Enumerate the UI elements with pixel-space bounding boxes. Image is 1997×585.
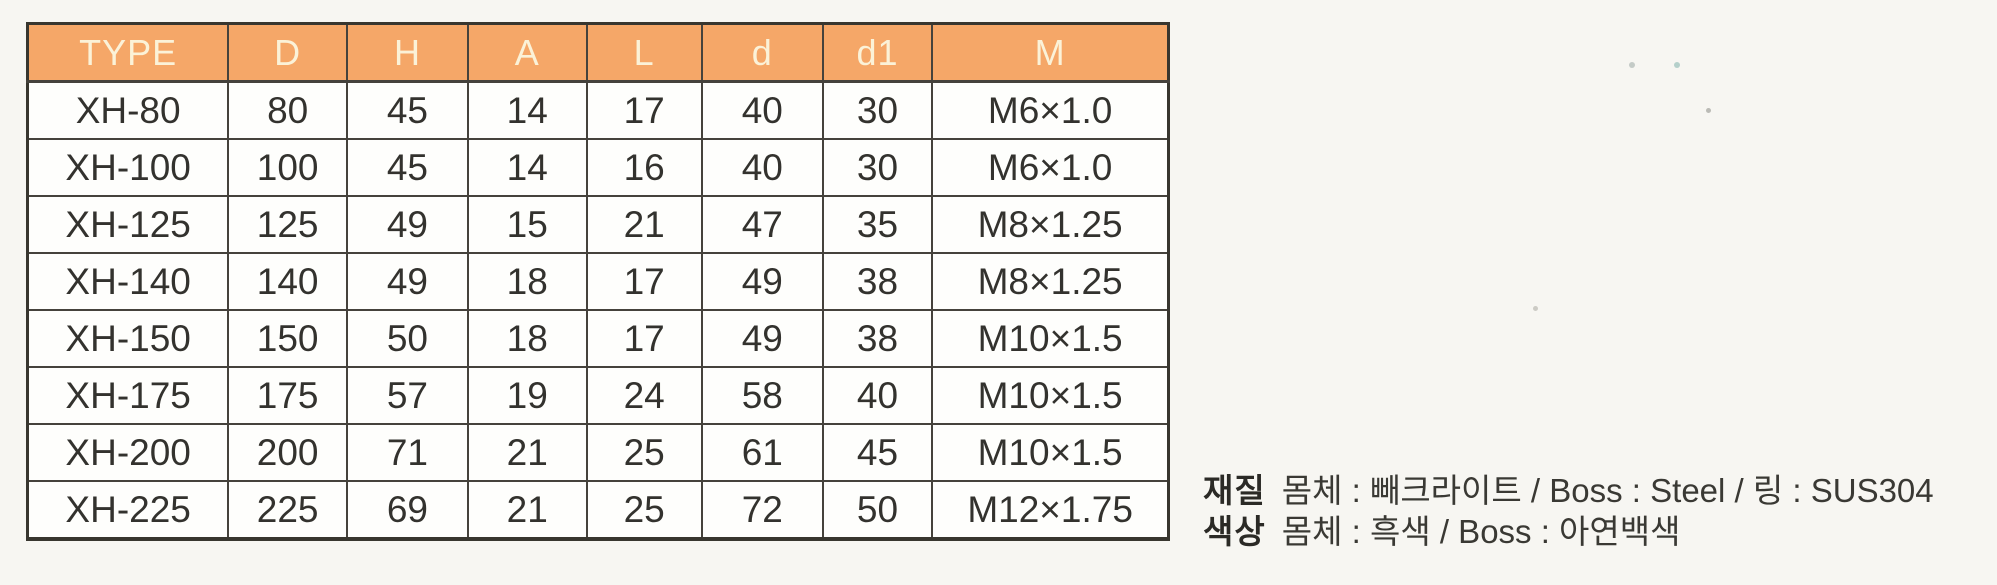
spec-cell: 50	[821, 480, 934, 540]
spec-cell: 21	[466, 423, 588, 482]
column-header-d1: d1	[821, 22, 934, 83]
table-row: XH-140 140 49 18 17 49 38 M8×1.25	[26, 252, 1170, 311]
spec-cell: 80	[227, 80, 348, 140]
column-header-m: M	[931, 22, 1170, 83]
spec-cell: 45	[345, 138, 469, 197]
spec-cell: 140	[227, 252, 348, 311]
spec-cell: 150	[227, 309, 348, 368]
spec-cell: 69	[345, 480, 469, 540]
color-note-label: 색상	[1203, 513, 1266, 550]
column-header-type: TYPE	[26, 22, 230, 83]
spec-cell: M6×1.0	[931, 80, 1170, 140]
scan-speck	[1629, 62, 1635, 68]
spec-cell: 21	[585, 195, 703, 254]
spec-cell: 15	[466, 195, 588, 254]
spec-cell: 40	[700, 80, 824, 140]
material-note-row: 재질 몸체 : 빼크라이트 / Boss : Steel / 링 : SUS30…	[1203, 470, 1934, 511]
spec-cell: 45	[345, 80, 469, 140]
spec-table-body: XH-80 80 45 14 17 40 30 M6×1.0 XH-100 100 45 14 16 40…	[26, 80, 1170, 540]
column-header-l: L	[585, 22, 703, 83]
spec-cell: XH-200	[26, 423, 230, 482]
color-note-text: 몸체 : 흑색 / Boss : 아연백색	[1281, 513, 1681, 550]
notes: 재질 몸체 : 빼크라이트 / Boss : Steel / 링 : SUS30…	[1203, 470, 1934, 552]
spec-cell: XH-150	[26, 309, 230, 368]
spec-cell: XH-140	[26, 252, 230, 311]
table-row: XH-175 175 57 19 24 58 40 M10×1.5	[26, 366, 1170, 425]
table-row: XH-80 80 45 14 17 40 30 M6×1.0	[26, 80, 1170, 140]
table-row: XH-125 125 49 15 21 47 35 M8×1.25	[26, 195, 1170, 254]
spec-cell: XH-100	[26, 138, 230, 197]
material-note-text: 몸체 : 빼크라이트 / Boss : Steel / 링 : SUS304	[1281, 472, 1934, 509]
color-note-row: 색상 몸체 : 흑색 / Boss : 아연백색	[1203, 511, 1934, 552]
table-row: XH-225 225 69 21 25 72 50 M12×1.75	[26, 480, 1170, 540]
spec-cell: 49	[700, 309, 824, 368]
spec-cell: 40	[700, 138, 824, 197]
spec-cell: 30	[821, 138, 934, 197]
column-header-a: A	[466, 22, 588, 83]
spec-cell: 72	[700, 480, 824, 540]
spec-cell: M8×1.25	[931, 252, 1170, 311]
spec-cell: 49	[345, 252, 469, 311]
spec-cell: 225	[227, 480, 348, 540]
spec-cell: 38	[821, 309, 934, 368]
spec-cell: 19	[466, 366, 588, 425]
spec-cell: XH-80	[26, 80, 230, 140]
spec-cell: XH-125	[26, 195, 230, 254]
column-header-d: d	[700, 22, 824, 83]
spec-cell: M10×1.5	[931, 309, 1170, 368]
spec-cell: XH-175	[26, 366, 230, 425]
spec-cell: 45	[821, 423, 934, 482]
spec-cell: M10×1.5	[931, 366, 1170, 425]
spec-cell: 71	[345, 423, 469, 482]
spec-cell: M8×1.25	[931, 195, 1170, 254]
column-header-d: D	[227, 22, 348, 83]
spec-cell: 17	[585, 80, 703, 140]
spec-cell: 21	[466, 480, 588, 540]
spec-cell: 47	[700, 195, 824, 254]
spec-cell: 30	[821, 80, 934, 140]
spec-cell: 17	[585, 252, 703, 311]
spec-cell: 49	[345, 195, 469, 254]
spec-cell: M6×1.0	[931, 138, 1170, 197]
table-row: XH-100 100 45 14 16 40 30 M6×1.0	[26, 138, 1170, 197]
spec-cell: 17	[585, 309, 703, 368]
spec-cell: M12×1.75	[931, 480, 1170, 540]
scan-speck	[1674, 62, 1680, 68]
spec-cell: 125	[227, 195, 348, 254]
spec-cell: 175	[227, 366, 348, 425]
spec-cell: 25	[585, 423, 703, 482]
spec-cell: 40	[821, 366, 934, 425]
material-note-label: 재질	[1203, 472, 1266, 509]
spec-cell: 57	[345, 366, 469, 425]
spec-cell: 61	[700, 423, 824, 482]
spec-cell: M10×1.5	[931, 423, 1170, 482]
scan-speck	[1706, 108, 1711, 113]
spec-cell: 25	[585, 480, 703, 540]
column-header-h: H	[345, 22, 469, 83]
spec-cell: 24	[585, 366, 703, 425]
spec-cell: 35	[821, 195, 934, 254]
spec-cell: 16	[585, 138, 703, 197]
spec-cell: 14	[466, 138, 588, 197]
spec-cell: 50	[345, 309, 469, 368]
spec-cell: 14	[466, 80, 588, 140]
spec-cell: XH-225	[26, 480, 230, 540]
table-row: XH-200 200 71 21 25 61 45 M10×1.5	[26, 423, 1170, 482]
spec-cell: 58	[700, 366, 824, 425]
spec-cell: 18	[466, 252, 588, 311]
table-row: XH-150 150 50 18 17 49 38 M10×1.5	[26, 309, 1170, 368]
spec-cell: 100	[227, 138, 348, 197]
spec-cell: 18	[466, 309, 588, 368]
scan-speck	[1533, 306, 1538, 311]
spec-cell: 38	[821, 252, 934, 311]
spec-cell: 49	[700, 252, 824, 311]
spec-cell: 200	[227, 423, 348, 482]
